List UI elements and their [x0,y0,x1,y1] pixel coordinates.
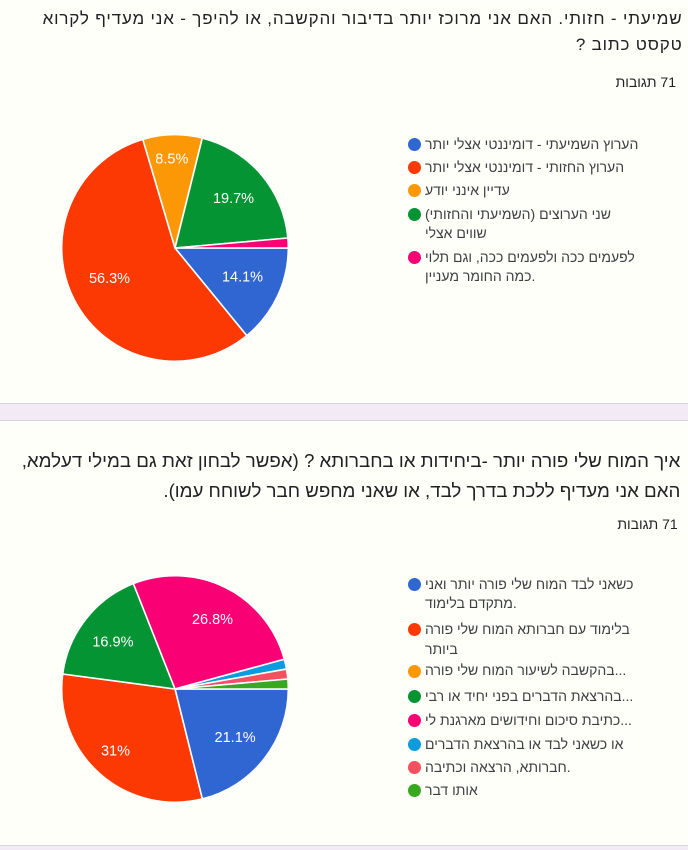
svg-text:8.5%: 8.5% [155,152,188,168]
svg-text:21.1%: 21.1% [214,730,255,746]
svg-text:16.9%: 16.9% [92,635,133,651]
svg-text:56.3%: 56.3% [88,271,129,287]
svg-text:26.8%: 26.8% [191,612,232,628]
svg-text:19.7%: 19.7% [212,191,253,207]
svg-text:14.1%: 14.1% [221,270,262,286]
svg-text:31%: 31% [100,744,129,760]
